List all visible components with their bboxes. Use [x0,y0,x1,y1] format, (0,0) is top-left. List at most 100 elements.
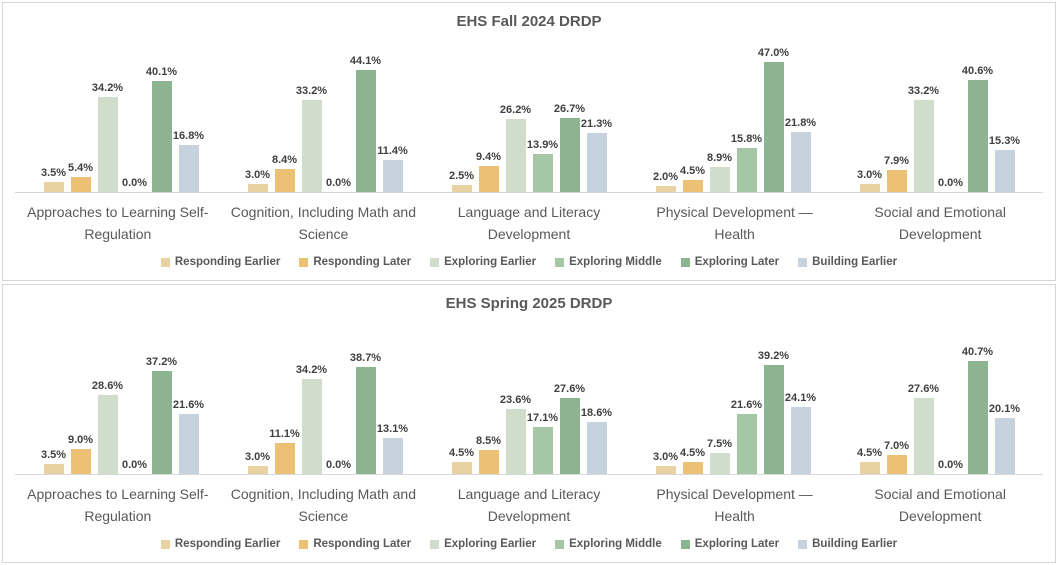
data-label: 33.2% [295,85,328,98]
bar-rect [478,165,499,192]
bar-building-earlier: 15.3% [989,42,1020,192]
bar-exploring-later: 40.1% [146,42,177,192]
bar-exploring-earlier: 34.2% [296,324,327,474]
bar-exploring-earlier: 33.2% [296,42,327,192]
data-label: 28.6% [91,379,124,392]
bar-rect [301,379,322,474]
data-label: 18.6% [580,407,613,420]
bar-rect [994,149,1015,192]
data-label: 0.0% [325,177,352,189]
legend-label: Exploring Earlier [444,256,537,269]
bar-exploring-earlier: 8.9% [707,42,732,192]
legend-label: Responding Later [313,256,412,269]
data-label: 5.4% [67,162,94,175]
legend-label: Building Earlier [812,256,898,269]
bar-rect [763,61,784,192]
bar-responding-later: 7.0% [884,324,909,474]
bar-rect [505,408,526,474]
bar-rect [559,397,580,474]
bar-rect [682,179,703,192]
bar-exploring-later: 40.6% [962,42,993,192]
data-label: 24.1% [784,392,817,405]
chart-title: EHS Spring 2025 DRDP [445,295,613,312]
legend-item: Exploring Middle [555,538,662,550]
bar-building-earlier: 24.1% [785,324,816,474]
bar-responding-earlier: 4.5% [857,324,882,474]
bar-rect [151,370,172,474]
bar-rect [790,407,811,474]
category-label: Approaches to Learning Self- Regulation [27,486,209,524]
data-label: 27.6% [907,382,940,395]
bar-rect [967,79,988,192]
bar-group: 4.5% 8.5% 23.6% 17.1% 27.6% 18.6% [427,324,631,474]
data-label: 15.3% [988,134,1021,147]
bar-rect [586,422,607,474]
bar-group: 3.5% 9.0% 28.6% 0.0% 37.2% 21.6% [19,324,223,474]
legend: Responding Earlier Responding Later Explor… [15,538,1043,550]
data-label: 39.2% [757,350,790,363]
bar-rect [886,170,907,192]
data-label: 17.1% [526,411,559,424]
data-label: 9.4% [475,150,502,163]
data-label: 20.1% [988,403,1021,416]
bar-exploring-middle: 0.0% [938,324,963,474]
legend-swatch-icon [299,539,309,549]
bar-responding-later: 11.1% [269,324,300,474]
category-label: Cognition, Including Math and Science [230,204,416,242]
legend-item: Exploring Earlier [430,538,536,550]
data-label: 33.2% [907,85,940,98]
bar-responding-later: 4.5% [680,324,705,474]
data-label: 26.7% [553,103,586,116]
bar-rect [736,148,757,192]
bar-rect [655,465,676,474]
bar-rect [43,464,64,474]
bar-exploring-earlier: 27.6% [908,324,939,474]
bar-exploring-middle: 13.9% [527,42,558,192]
bar-responding-later: 8.5% [476,324,501,474]
data-label: 44.1% [349,54,382,67]
data-label: 40.1% [145,65,178,78]
legend-swatch-icon [430,539,440,549]
bar-rect [70,449,91,474]
bar-rect [178,145,199,192]
data-label: 21.6% [730,399,763,412]
bar-rect [709,167,730,192]
legend-label: Exploring Middle [569,538,662,551]
legend-swatch-icon [160,257,170,267]
bar-rect [913,100,934,192]
bar-group: 2.0% 4.5% 8.9% 15.8% 47.0% 21.8% [631,42,835,192]
bar-exploring-earlier: 7.5% [707,324,732,474]
legend-label: Building Earlier [812,538,898,551]
data-label: 3.0% [244,450,271,463]
bar-exploring-earlier: 23.6% [500,324,531,474]
category-axis: Approaches to Learning Self- Regulation C… [15,484,1043,527]
data-label: 13.1% [376,422,409,435]
legend-swatch-icon [798,539,808,549]
bar-rect [763,365,784,474]
legend-item: Responding Earlier [160,256,280,268]
data-label: 13.9% [526,138,559,151]
bar-responding-later: 7.9% [884,42,909,192]
bar-exploring-later: 26.7% [554,42,585,192]
legend-label: Exploring Middle [569,256,662,269]
bar-exploring-earlier: 34.2% [92,42,123,192]
bar-responding-earlier: 3.0% [857,42,882,192]
bar-responding-later: 5.4% [67,42,94,192]
legend-swatch-icon [680,539,690,549]
bar-exploring-later: 44.1% [350,42,381,192]
data-label: 3.0% [652,450,679,463]
legend: Responding Earlier Responding Later Explor… [15,256,1043,268]
data-label: 40.6% [961,64,994,77]
legend-item: Building Earlier [798,538,897,550]
bar-rect [247,183,268,192]
bar-exploring-middle: 15.8% [731,42,762,192]
bar-rect [967,361,988,474]
bar-rect [736,414,757,474]
data-label: 15.8% [730,133,763,146]
legend-item: Building Earlier [798,256,897,268]
bar-exploring-later: 27.6% [554,324,585,474]
bar-building-earlier: 21.8% [785,42,816,192]
bar-rect [151,80,172,192]
category-label: Social and Emotional Development [874,486,1006,524]
